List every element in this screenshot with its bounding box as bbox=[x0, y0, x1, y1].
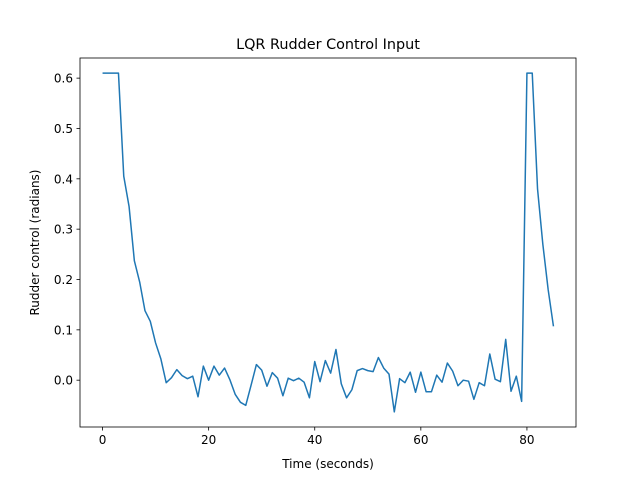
y-tick-label: 0.1 bbox=[54, 323, 73, 337]
y-tick-label: 0.5 bbox=[54, 122, 73, 136]
chart-title: LQR Rudder Control Input bbox=[236, 37, 420, 53]
x-axis: 0 20 40 60 80 bbox=[99, 427, 535, 447]
x-axis-label: Time (seconds) bbox=[281, 457, 374, 471]
axes-frame bbox=[79, 57, 577, 428]
y-tick-label: 0.2 bbox=[54, 273, 73, 287]
x-tick-label: 80 bbox=[519, 433, 534, 447]
y-tick-label: 0.6 bbox=[54, 72, 73, 86]
y-tick-label: 0.4 bbox=[54, 172, 73, 186]
x-tick-label: 60 bbox=[413, 433, 428, 447]
y-axis-label: Rudder control (radians) bbox=[28, 170, 42, 316]
y-axis: 0.0 0.1 0.2 0.3 0.4 0.5 0.6 bbox=[54, 72, 80, 388]
x-tick-label: 40 bbox=[307, 433, 322, 447]
y-tick-label: 0.3 bbox=[54, 223, 73, 237]
y-tick-label: 0.0 bbox=[54, 374, 73, 388]
series-line-0 bbox=[102, 72, 555, 413]
x-tick-label: 20 bbox=[201, 433, 216, 447]
plot-area bbox=[102, 72, 555, 413]
x-tick-label: 0 bbox=[99, 433, 107, 447]
